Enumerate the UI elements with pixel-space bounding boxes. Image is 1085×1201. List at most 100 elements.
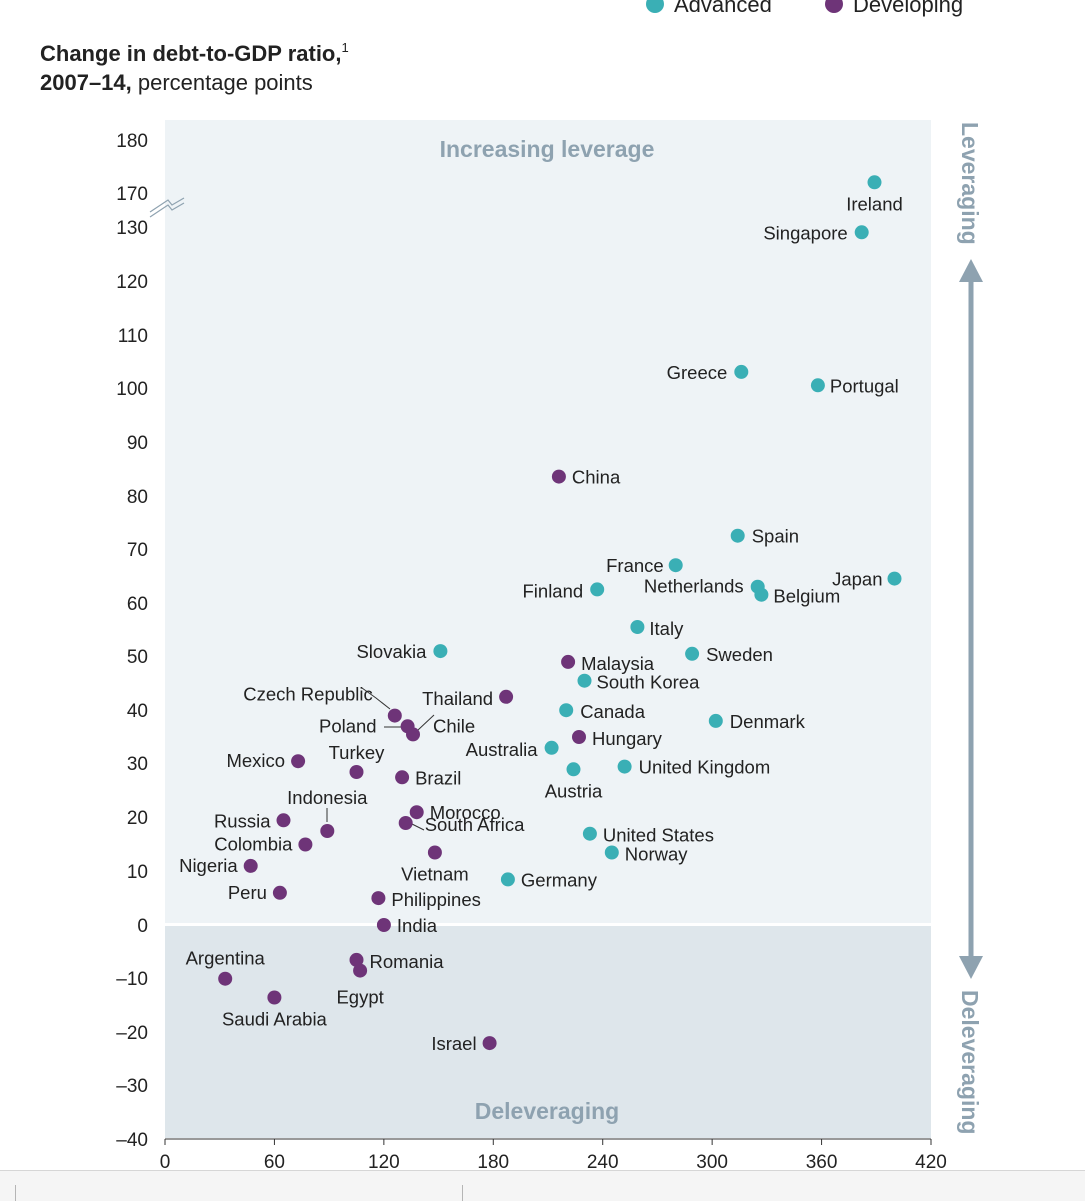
point-greece <box>734 364 749 379</box>
y-tick-label: 70 <box>127 540 148 561</box>
point-label-mexico: Mexico <box>226 750 285 771</box>
point-label-romania: Romania <box>370 951 445 972</box>
x-tick-label: 180 <box>477 1152 509 1170</box>
point-label-peru: Peru <box>228 882 267 903</box>
chart-subtitle: 2007–14, percentage points <box>40 70 313 95</box>
point-israel <box>482 1036 497 1051</box>
point-label-brazil: Brazil <box>415 767 461 788</box>
x-axis-ticks: 0 60 120 180 240 300 360 420 <box>160 1139 947 1170</box>
point-ireland <box>867 175 882 190</box>
leader-lines <box>326 687 435 831</box>
point-label-canada: Canada <box>580 701 646 722</box>
point-france <box>668 558 683 573</box>
y-tick-label: 50 <box>127 647 148 668</box>
legend: Advanced Developing <box>646 0 963 17</box>
point-italy <box>630 620 645 634</box>
point-label-sweden: Sweden <box>706 644 773 665</box>
point-label-united-kingdom: United Kingdom <box>639 757 771 778</box>
x-tick-label: 420 <box>915 1152 947 1170</box>
point-label-saudi-arabia: Saudi Arabia <box>222 1009 328 1030</box>
point-south-korea <box>577 673 592 688</box>
point-label-italy: Italy <box>649 618 684 639</box>
y-tick-label: –10 <box>116 969 148 990</box>
point-label-south-africa: South Africa <box>425 814 525 835</box>
leader-line-south-africa <box>411 823 425 831</box>
point-vietnam <box>427 845 442 860</box>
point-brazil <box>395 770 410 785</box>
x-tick-label: 120 <box>368 1152 400 1170</box>
x-tick-label: 300 <box>696 1152 728 1170</box>
point-label-austria: Austria <box>545 780 603 801</box>
point-united-kingdom <box>617 759 632 774</box>
point-denmark <box>708 713 723 728</box>
point-label-south-korea: South Korea <box>597 672 701 693</box>
point-belgium <box>754 587 769 602</box>
point-saudi-arabia <box>267 990 282 1005</box>
point-morocco <box>409 805 424 820</box>
x-tick-label: 60 <box>264 1152 285 1170</box>
region-label-deleveraging: Deleveraging <box>475 1098 619 1124</box>
point-label-israel: Israel <box>431 1033 476 1054</box>
point-slovakia <box>433 644 448 659</box>
point-label-indonesia: Indonesia <box>287 787 368 808</box>
legend-swatch-developing <box>825 0 843 13</box>
point-label-morocco: Morocco <box>430 802 501 823</box>
leverage-arrow <box>959 259 983 979</box>
point-argentina <box>218 971 233 986</box>
point-india <box>376 918 391 932</box>
point-norway <box>604 845 619 860</box>
point-germany <box>500 872 515 887</box>
axis-break-icon <box>149 197 185 218</box>
point-philippines <box>371 891 386 906</box>
point-egypt <box>353 963 368 978</box>
x-tick-label: 240 <box>587 1152 619 1170</box>
point-label-denmark: Denmark <box>730 711 806 732</box>
y-tick-label: 30 <box>127 754 148 775</box>
point-hungary <box>572 730 586 744</box>
y-tick-label: 40 <box>127 701 148 722</box>
y-tick-label: 120 <box>116 272 148 293</box>
region-label-increasing-leverage: Increasing leverage <box>440 136 655 162</box>
leverage-region-bg <box>165 120 931 923</box>
point-label-greece: Greece <box>667 362 728 383</box>
point-finland <box>590 582 605 597</box>
point-label-nigeria: Nigeria <box>179 855 238 876</box>
side-label-leveraging: Leveraging <box>957 122 983 245</box>
y-tick-label: 100 <box>116 379 148 400</box>
point-china <box>551 469 566 484</box>
point-sweden <box>685 646 700 661</box>
y-tick-label: 80 <box>127 487 148 508</box>
y-tick-label: 60 <box>127 594 148 615</box>
point-label-united-states: United States <box>603 825 714 846</box>
y-tick-label: 0 <box>137 916 148 937</box>
point-label-egypt: Egypt <box>336 987 383 1008</box>
point-austria <box>566 762 581 777</box>
legend-label-developing: Developing <box>853 0 963 17</box>
point-label-norway: Norway <box>625 844 688 865</box>
y-tick-label: –40 <box>116 1130 148 1151</box>
point-labels: Ireland Singapore Greece Portugal Spain Franc… <box>179 193 903 1054</box>
point-label-india: India <box>397 915 438 936</box>
point-south-africa <box>398 816 413 830</box>
point-australia <box>544 740 559 755</box>
point-russia <box>276 813 291 828</box>
point-label-poland: Poland <box>319 715 377 736</box>
toolbar-separator <box>462 1185 463 1201</box>
y-tick-label: 10 <box>127 862 148 883</box>
point-nigeria <box>243 858 258 873</box>
point-label-philippines: Philippines <box>391 889 480 910</box>
point-mexico <box>291 754 306 769</box>
bottom-toolbar <box>0 1170 1085 1201</box>
point-label-netherlands: Netherlands <box>644 576 744 597</box>
point-canada <box>559 703 574 718</box>
y-tick-label: 130 <box>116 218 148 239</box>
point-turkey <box>349 765 364 779</box>
scatter-chart: Change in debt-to-GDP ratio,1 2007–14, p… <box>40 0 983 1170</box>
point-label-belgium: Belgium <box>773 586 840 607</box>
point-label-turkey: Turkey <box>329 742 386 763</box>
deleverage-region-bg <box>165 926 931 1138</box>
point-label-thailand: Thailand <box>422 688 493 709</box>
point-singapore <box>854 225 869 240</box>
y-axis-ticks: 1801701301201101009080706050403020100–10… <box>116 131 148 1151</box>
point-label-singapore: Singapore <box>763 222 847 243</box>
